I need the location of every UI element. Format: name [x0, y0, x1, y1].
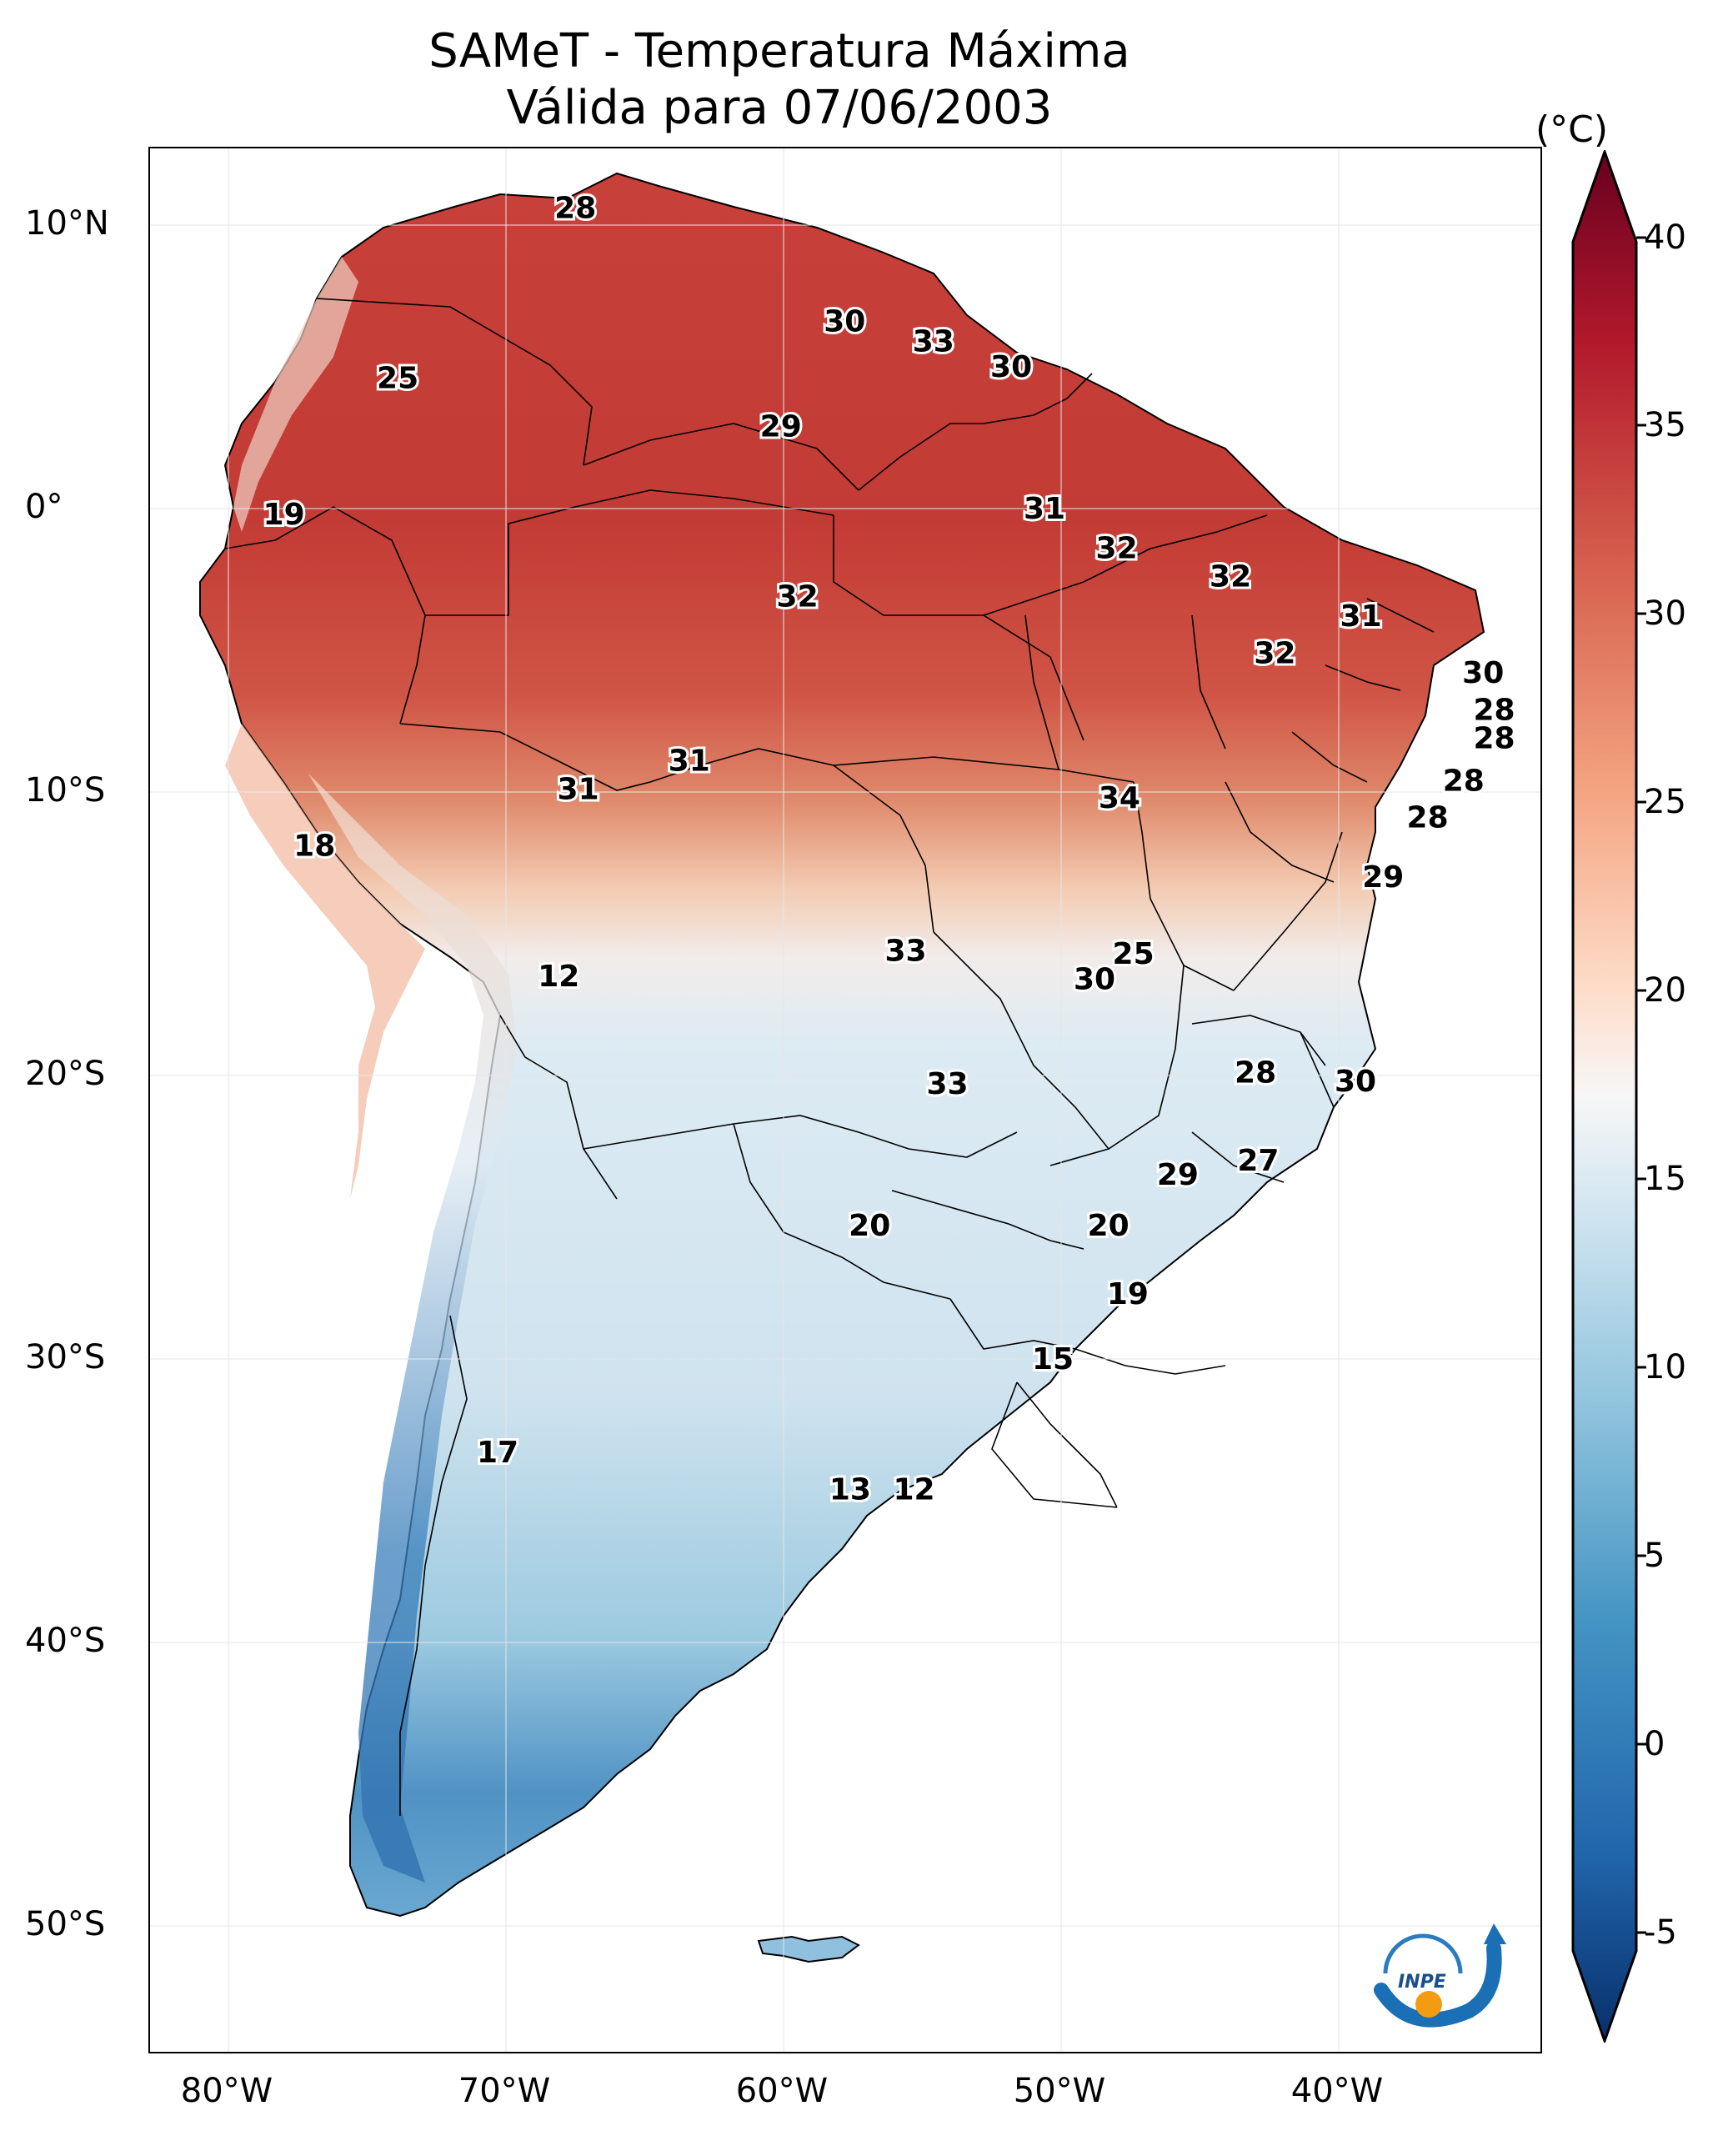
colorbar-tick-label: 5: [1644, 1537, 1665, 1575]
temperature-value-label: 32: [1254, 636, 1295, 670]
temperature-value-label: 30: [1462, 656, 1504, 690]
temperature-value-label: 31: [1340, 599, 1382, 634]
temperature-value-label: 33: [913, 324, 954, 358]
temperature-value-label: 33: [926, 1067, 968, 1101]
graticule: [150, 148, 1540, 2052]
temperature-value-label: 33: [884, 934, 926, 968]
colorbar-tick-label: 30: [1644, 594, 1686, 633]
lat-tick-label: 10°S: [25, 771, 106, 810]
colorbar-tick-label: 15: [1644, 1160, 1686, 1198]
temperature-value-label: 25: [377, 362, 418, 396]
temperature-value-label: 30: [1335, 1065, 1376, 1099]
temperature-value-label: 20: [1088, 1209, 1129, 1243]
andes-north-light-strip: [233, 257, 358, 532]
map-subtitle: Válida para 07/06/2003: [506, 81, 1053, 135]
colorbar: [1571, 150, 1646, 2043]
temperature-value-label: 31: [669, 745, 710, 779]
svg-text:INPE: INPE: [1398, 1972, 1446, 1993]
temperature-value-label: 30: [824, 305, 865, 339]
lat-tick-label: 0°: [25, 488, 63, 526]
colorbar-tick-label: 10: [1644, 1348, 1686, 1386]
temperature-value-label: 18: [293, 830, 335, 864]
lat-tick-label: 10°N: [25, 204, 109, 243]
lon-tick-label: 50°W: [1013, 2072, 1106, 2110]
temperature-value-label: 28: [1235, 1056, 1276, 1091]
andes-cold-strip: [308, 774, 517, 1883]
lon-tick-label: 60°W: [735, 2072, 829, 2110]
lat-tick-label: 50°S: [25, 1905, 106, 1943]
lat-tick-label: 30°S: [25, 1338, 106, 1376]
andes-coastal-warm-strip: [225, 724, 425, 1199]
temperature-value-label: 32: [1210, 560, 1251, 594]
temperature-value-label: 28: [554, 192, 596, 226]
colorbar-tick-label: 25: [1644, 783, 1686, 821]
temperature-value-label: 29: [1362, 860, 1404, 895]
inpe-logo: INPE: [1374, 1923, 1506, 2028]
temperature-value-label: 34: [1099, 781, 1140, 815]
colorbar-tick-label: 0: [1644, 1725, 1665, 1763]
lon-tick-label: 70°W: [458, 2072, 551, 2110]
temperature-value-label: 31: [1024, 492, 1065, 526]
map-title: SAMeT - Temperatura Máxima: [428, 24, 1130, 78]
temperature-value-label: 28: [1473, 693, 1515, 727]
temperature-value-label: 32: [777, 579, 819, 614]
temperature-value-label: 29: [760, 409, 802, 444]
colorbar-body: [1571, 150, 1638, 2043]
lon-tick-label: 80°W: [180, 2072, 273, 2110]
temperature-value-label: 19: [263, 498, 305, 532]
temperature-value-label: 30: [990, 350, 1032, 384]
lat-tick-label: 40°S: [25, 1622, 106, 1660]
temperature-value-label: 28: [1407, 801, 1449, 835]
temperature-value-label: 12: [893, 1472, 934, 1507]
colorbar-tick-label: -5: [1644, 1913, 1677, 1952]
temperature-value-label: 12: [538, 960, 579, 994]
temperature-value-label: 28: [1473, 721, 1515, 755]
colorbar-ticks: [1636, 236, 1646, 1934]
temperature-value-label: 31: [558, 773, 599, 807]
temperature-value-label: 32: [1096, 532, 1138, 566]
temperature-value-label: 25: [1113, 937, 1155, 971]
lat-tick-label: 20°S: [25, 1055, 106, 1093]
temperature-value-label: 20: [849, 1209, 890, 1243]
temperature-value-label: 27: [1237, 1144, 1279, 1178]
falkland-islands: [757, 1935, 860, 1963]
temperature-value-label: 13: [829, 1472, 871, 1507]
temperature-value-label: 15: [1032, 1342, 1074, 1376]
colorbar-tick-label: 35: [1644, 406, 1686, 444]
temperature-value-label: 30: [1074, 962, 1115, 996]
temperature-value-label: 29: [1157, 1158, 1199, 1192]
colorbar-unit-label: (°C): [1535, 108, 1609, 151]
map-panel: 28 30 33 30 25 29 19 31 32 32 32 31 32 30 28 28 31 31 34 28…: [148, 147, 1542, 2053]
lon-tick-label: 40°W: [1290, 2072, 1384, 2110]
temperature-value-label: 17: [477, 1436, 518, 1470]
colorbar-tick-label: 40: [1644, 218, 1686, 257]
temperature-value-label: 28: [1443, 764, 1485, 798]
colorbar-tick-label: 20: [1644, 971, 1686, 1010]
temperature-value-label: 19: [1107, 1277, 1149, 1311]
